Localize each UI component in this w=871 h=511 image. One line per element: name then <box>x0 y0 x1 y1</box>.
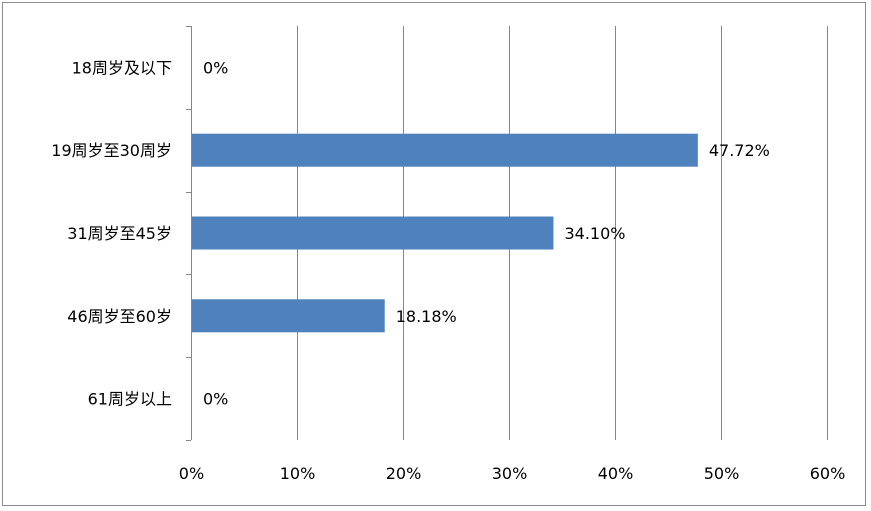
bar <box>192 216 554 250</box>
x-tick-label: 40% <box>598 464 634 483</box>
data-label: 18.18% <box>396 307 457 326</box>
category-label: 46周岁至60岁 <box>67 307 172 326</box>
data-label: 34.10% <box>564 224 625 243</box>
x-tick-label: 30% <box>492 464 528 483</box>
bar <box>192 299 385 333</box>
category-label: 61周岁以上 <box>88 390 172 409</box>
x-tick-label: 50% <box>704 464 740 483</box>
data-label: 47.72% <box>709 141 770 160</box>
data-label: 0% <box>203 390 228 409</box>
category-label: 18周岁及以下 <box>72 58 172 77</box>
category-label: 31周岁至45岁 <box>67 224 172 243</box>
x-tick-label: 0% <box>179 464 204 483</box>
x-tick-label: 60% <box>810 464 846 483</box>
category-label: 19周岁至30周岁 <box>51 141 172 160</box>
data-label: 0% <box>203 58 228 77</box>
x-tick-label: 20% <box>386 464 422 483</box>
x-tick-label: 10% <box>280 464 316 483</box>
bar <box>192 133 698 167</box>
